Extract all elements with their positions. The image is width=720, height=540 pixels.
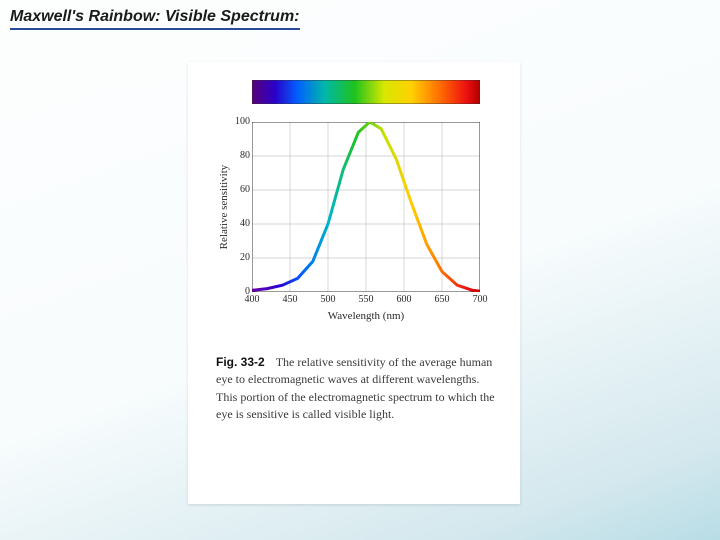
y-tick: 100 [220, 116, 250, 127]
y-tick: 60 [220, 184, 250, 195]
x-tick: 500 [313, 294, 343, 305]
x-tick: 400 [237, 294, 267, 305]
x-tick: 450 [275, 294, 305, 305]
spectrum-bar [252, 80, 480, 104]
y-axis-label: Relative sensitivity [218, 122, 230, 292]
page-title: Maxwell's Rainbow: Visible Spectrum: [10, 8, 300, 25]
x-tick: 650 [427, 294, 457, 305]
sensitivity-chart: Relative sensitivity Wavelength (nm) 020… [212, 122, 502, 332]
x-axis-label: Wavelength (nm) [252, 310, 480, 322]
x-tick: 700 [465, 294, 495, 305]
figure-caption: Fig. 33-2 The relative sensitivity of th… [216, 354, 496, 424]
y-tick: 40 [220, 218, 250, 229]
x-tick: 600 [389, 294, 419, 305]
x-tick: 550 [351, 294, 381, 305]
plot-area [252, 122, 480, 292]
y-tick: 80 [220, 150, 250, 161]
figure-label: Fig. 33-2 [216, 355, 265, 369]
figure-card: Relative sensitivity Wavelength (nm) 020… [188, 62, 520, 504]
page-title-wrap: Maxwell's Rainbow: Visible Spectrum: [10, 8, 300, 30]
y-tick: 20 [220, 252, 250, 263]
